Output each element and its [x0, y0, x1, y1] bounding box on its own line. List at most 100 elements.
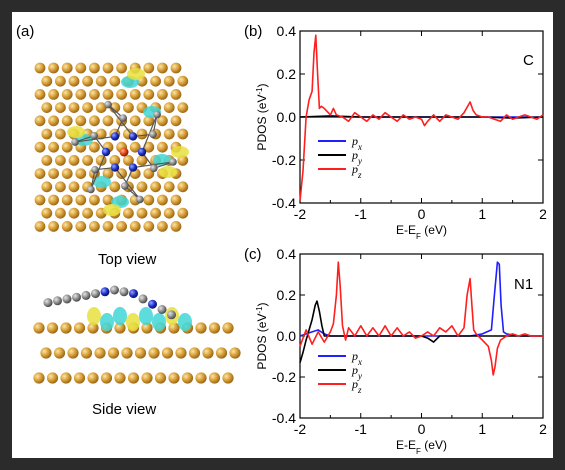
substrate-atom: [82, 155, 93, 166]
substrate-atom: [157, 62, 168, 74]
metal-atom: [119, 147, 129, 157]
charge-density-lobe: [139, 307, 153, 325]
substrate-atom: [95, 128, 107, 140]
substrate-atom: [55, 102, 66, 113]
substrate-atom: [82, 207, 93, 219]
substrate-atom: [195, 372, 207, 384]
substrate-atom: [127, 372, 140, 384]
substrate-atom: [68, 207, 80, 219]
substrate-atom: [116, 62, 127, 74]
substrate-atom: [48, 62, 59, 74]
substrate-atom: [73, 372, 86, 384]
substrate-atom: [188, 347, 201, 359]
carbon-atom: [121, 182, 129, 190]
substrate-atom: [34, 89, 46, 100]
x-tick-label: -2: [294, 206, 307, 222]
substrate-atom: [170, 194, 182, 206]
substrate-atom: [157, 141, 168, 153]
substrate-atom: [157, 194, 168, 206]
substrate-atom: [41, 102, 53, 113]
legend-entry: py: [351, 363, 362, 381]
element-label-c: C: [523, 52, 534, 69]
substrate-atom: [89, 89, 100, 100]
substrate-atom: [87, 322, 99, 334]
x-tick-label: 0: [418, 421, 426, 437]
x-axis-title: E-EF (eV): [396, 438, 447, 456]
substrate-atom: [34, 62, 46, 74]
substrate-atom: [102, 168, 114, 180]
substrate-atom: [107, 347, 120, 359]
figure: (a) Top view Side view (b) -2 -1 0 1 2 0.4 0.2…: [12, 12, 553, 458]
substrate-atom: [48, 194, 59, 206]
charge-density-lobe: [100, 313, 114, 331]
nitrogen-atom: [110, 163, 120, 172]
substrate-atom: [136, 155, 148, 166]
substrate-atom: [60, 372, 72, 384]
substrate-atom: [34, 194, 46, 206]
substrate-atom: [48, 115, 59, 127]
substrate-atom: [53, 347, 66, 359]
x-axis-title: E-EF (eV): [396, 223, 447, 241]
carbon-atom: [150, 164, 158, 173]
substrate-atom: [134, 347, 147, 359]
charge-density-lobe: [159, 166, 177, 178]
molecule-atom: [157, 305, 167, 314]
substrate-atom: [195, 322, 207, 334]
molecule-atom: [100, 287, 110, 297]
substrate-atom: [170, 221, 182, 232]
series-line-pz: [299, 34, 544, 201]
charge-density-lobe: [178, 313, 192, 331]
substrate-atom: [121, 347, 133, 359]
substrate-atom: [109, 75, 121, 87]
substrate-atom: [123, 155, 134, 166]
substrate-atom: [68, 102, 80, 113]
charge-density-lobe: [127, 68, 145, 80]
substrate-atom: [163, 181, 175, 193]
molecule-atom: [91, 289, 100, 299]
substrate-atom: [177, 102, 189, 113]
y-tick-label: 0.0: [277, 328, 297, 344]
substrate-atom: [46, 372, 59, 384]
substrate-atom: [163, 75, 175, 87]
y-tick-label: -0.2: [272, 369, 296, 385]
y-axis-title: PDOS (eV-1): [255, 83, 270, 150]
substrate-atom: [177, 75, 189, 87]
substrate-atom: [68, 75, 80, 87]
molecule-atom: [81, 290, 91, 300]
substrate-atom: [61, 221, 73, 232]
x-tick-label: 2: [539, 421, 547, 437]
figure-canvas: (a) Top view Side view (b) -2 -1 0 1 2 0.4 0.2…: [16, 23, 548, 456]
y-tick-label: 0.2: [277, 66, 297, 82]
substrate-atom: [170, 62, 182, 74]
substrate-atom: [168, 322, 180, 334]
legend-entry: px: [351, 134, 362, 152]
substrate-atom: [67, 347, 79, 359]
substrate-atom: [61, 194, 73, 206]
substrate-atom: [177, 128, 189, 140]
substrate-atom: [61, 141, 73, 153]
substrate-atom: [41, 75, 53, 87]
substrate-atom: [55, 128, 66, 140]
substrate-atom: [68, 181, 80, 193]
substrate-atom: [41, 207, 53, 219]
x-tick-label: 0: [418, 206, 426, 222]
legend-entry: pz: [351, 162, 362, 180]
nitrogen-atom: [101, 147, 111, 157]
substrate-atom: [89, 62, 100, 74]
side-view-caption: Side view: [92, 401, 156, 418]
carbon-atom: [136, 195, 144, 204]
substrate-atom: [55, 155, 66, 166]
substrate-atom: [141, 322, 153, 334]
substrate-atom: [154, 372, 167, 384]
substrate-atom: [41, 181, 53, 193]
substrate-atom: [181, 372, 194, 384]
substrate-atom: [114, 372, 126, 384]
substrate-atom: [89, 194, 100, 206]
substrate-atom: [61, 168, 73, 180]
y-tick-label: 0.2: [277, 287, 297, 303]
molecule-atom: [62, 294, 72, 304]
substrate-atom: [143, 89, 155, 100]
substrate-atom: [161, 347, 174, 359]
